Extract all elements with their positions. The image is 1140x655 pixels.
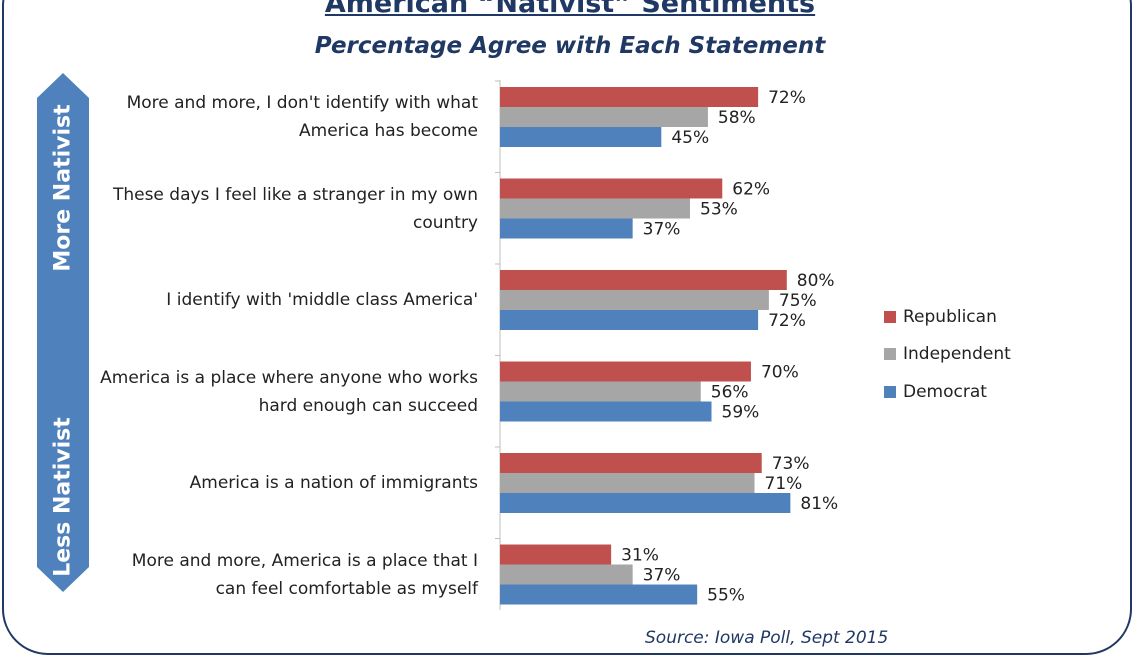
category-label: More and more, I don't identify with wha… <box>126 93 478 141</box>
data-label: 75% <box>779 291 817 311</box>
data-label: 53% <box>700 200 738 220</box>
bar-republican <box>500 453 762 473</box>
data-label: 59% <box>722 403 760 423</box>
bar-independent <box>500 107 708 127</box>
legend-swatch <box>884 385 896 398</box>
data-label: 72% <box>768 311 806 331</box>
bar-democrat <box>500 310 759 330</box>
legend-label: Democrat <box>903 381 987 402</box>
bar-democrat <box>500 127 662 147</box>
bar-independent <box>500 381 701 402</box>
legend-swatch <box>884 348 896 361</box>
data-label: 73% <box>772 454 810 474</box>
data-label: 81% <box>800 494 838 514</box>
double-arrow-shape <box>37 73 89 592</box>
data-label: 56% <box>711 383 749 403</box>
bar-republican <box>500 544 612 565</box>
bar-independent <box>500 198 691 219</box>
data-label: 70% <box>761 363 799 383</box>
data-label: 58% <box>718 108 756 128</box>
bar-independent <box>500 290 769 310</box>
bar-independent <box>500 473 755 493</box>
legend-label: Republican <box>903 306 997 327</box>
chart-subtitle: Percentage Agree with Each Statement <box>314 33 826 59</box>
bar-republican <box>500 361 751 382</box>
data-label: 37% <box>643 220 681 240</box>
category-label: More and more, America is a place that I… <box>131 550 478 599</box>
bar-chart: 72%58%45%62%53%37%80%75%72%70%56%59%73%7… <box>495 80 838 610</box>
bar-democrat <box>500 493 791 513</box>
legend-item-republican: Republican <box>884 298 1011 336</box>
legend-item-independent: Independent <box>884 336 1011 374</box>
data-label: 31% <box>621 546 659 566</box>
data-label: 37% <box>643 566 681 586</box>
source-note: Source: Iowa Poll, Sept 2015 <box>645 628 889 648</box>
data-label: 62% <box>732 180 770 200</box>
data-label: 71% <box>765 474 803 494</box>
bar-republican <box>500 87 759 107</box>
legend: Republican Independent Democrat <box>884 298 1011 411</box>
data-label: 55% <box>707 586 745 606</box>
bar-republican <box>500 178 723 199</box>
bar-republican <box>500 270 787 290</box>
chart-title: American “Nativist” Sentiments <box>324 0 816 19</box>
bar-democrat <box>500 218 633 239</box>
category-label: America is a nation of immigrants <box>189 473 478 493</box>
side-axis-arrow <box>37 73 89 592</box>
bar-democrat <box>500 401 712 422</box>
legend-label: Independent <box>903 344 1011 365</box>
legend-item-democrat: Democrat <box>884 373 1011 411</box>
category-label: America is a place where anyone who work… <box>100 367 478 416</box>
bar-independent <box>500 564 633 585</box>
bar-democrat <box>500 584 698 605</box>
data-label: 80% <box>797 271 835 291</box>
category-label: I identify with 'middle class America' <box>166 290 478 310</box>
category-label: These days I feel like a stranger in my … <box>112 184 478 233</box>
data-label: 45% <box>671 128 709 148</box>
data-label: 72% <box>768 88 806 108</box>
legend-swatch <box>884 310 896 323</box>
